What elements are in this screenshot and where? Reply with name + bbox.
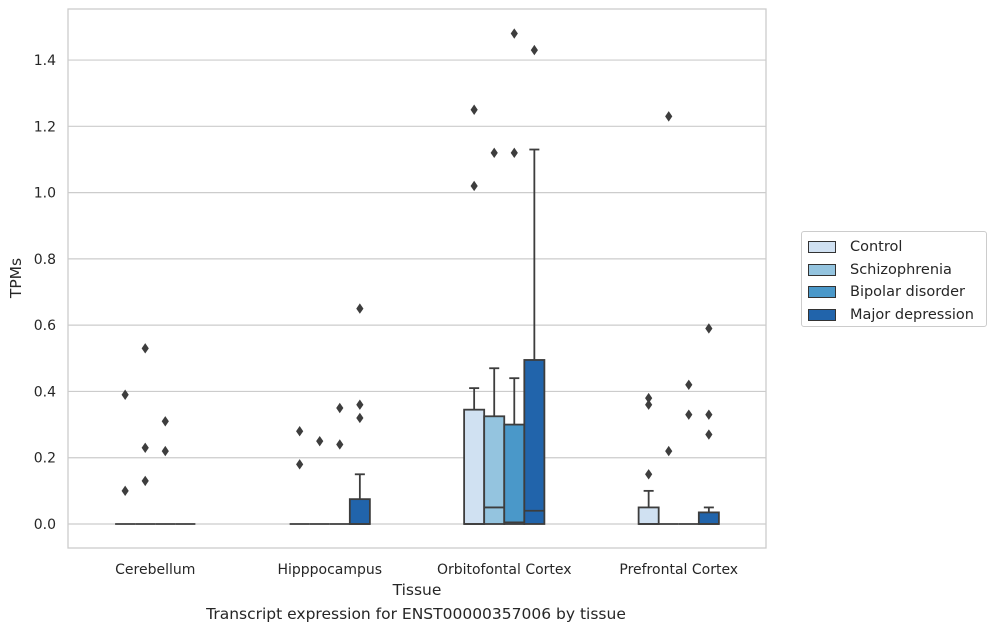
legend-label: Major depression — [850, 306, 974, 323]
box-body — [637, 506, 660, 525]
legend-label: Schizophrenia — [850, 261, 952, 278]
legend-swatch — [808, 286, 836, 299]
box-schizophrenia — [483, 147, 506, 525]
box-control — [115, 389, 136, 525]
y-tick-label: 0.8 — [34, 252, 56, 268]
legend-item: Schizophrenia — [808, 259, 986, 282]
y-tick-label: 1.2 — [34, 119, 56, 135]
outlier-point — [336, 402, 344, 414]
box-schizophrenia — [658, 111, 679, 525]
box-schizophrenia — [309, 435, 330, 525]
outlier-point — [141, 442, 149, 453]
legend-swatch — [808, 308, 836, 321]
outlier-point — [490, 147, 498, 159]
y-axis-ticks: 0.0 0.2 0.4 0.6 0.8 1.0 1.2 1.4 — [34, 53, 56, 533]
outlier-point — [161, 416, 169, 427]
x-axis-label: Tissue — [392, 581, 442, 599]
outlier-point — [356, 399, 364, 410]
y-tick-label: 1.4 — [34, 53, 56, 69]
outlier-point — [161, 445, 169, 457]
outlier-point — [705, 429, 713, 440]
outlier-point — [141, 475, 149, 487]
legend-label: Control — [850, 239, 903, 256]
y-tick-label: 1.0 — [34, 186, 56, 202]
box-major-depression — [348, 303, 371, 525]
x-tick-label: Prefrontal Cortex — [619, 562, 738, 578]
figure-caption: Transcript expression for ENST0000035700… — [206, 605, 626, 623]
legend-swatch — [808, 263, 836, 276]
outlier-point — [336, 439, 344, 450]
outlier-point — [665, 111, 673, 122]
box-body — [523, 359, 546, 525]
box-major-depression — [523, 44, 546, 525]
box-control — [637, 392, 660, 525]
x-tick-label: Cerebellum — [115, 562, 195, 578]
legend-swatch — [808, 241, 836, 254]
outlier-point — [121, 485, 129, 497]
y-axis-label: TPMs — [7, 258, 25, 299]
box-bipolar-disorder — [503, 28, 526, 525]
outlier-point — [470, 104, 478, 115]
outlier-point — [141, 343, 149, 354]
outlier-point — [645, 392, 653, 404]
box-body — [463, 408, 486, 525]
outlier-point — [685, 379, 693, 391]
outlier-point — [121, 389, 129, 400]
outlier-point — [530, 44, 538, 56]
gridlines — [68, 59, 766, 525]
x-tick-label: Hipppocampus — [277, 562, 382, 578]
box-body — [503, 423, 526, 525]
outlier-point — [356, 303, 364, 314]
outlier-point — [645, 399, 653, 410]
legend-item: Major depression — [808, 304, 986, 327]
outlier-point — [470, 180, 478, 192]
box-control — [289, 426, 310, 525]
outlier-point — [356, 412, 364, 424]
y-tick-label: 0.6 — [34, 318, 56, 334]
plot-frame — [67, 8, 767, 549]
box-bipolar-disorder — [678, 379, 699, 525]
legend-item: Bipolar disorder — [808, 281, 986, 304]
box-body — [348, 498, 371, 525]
outlier-point — [665, 445, 673, 457]
x-tick-label: Orbitofontal Cortex — [437, 562, 572, 578]
y-tick-label: 0.2 — [34, 451, 56, 467]
outlier-point — [645, 469, 653, 480]
outlier-point — [510, 147, 518, 159]
box-schizophrenia — [135, 343, 156, 525]
outlier-point — [705, 323, 713, 334]
legend-label: Bipolar disorder — [850, 284, 965, 301]
box-bipolar-disorder — [155, 416, 176, 525]
outlier-point — [296, 426, 304, 437]
outlier-point — [685, 409, 693, 420]
legend-item: Control — [808, 236, 986, 259]
x-axis-ticks: Cerebellum Hipppocampus Orbitofontal Corte… — [115, 562, 738, 578]
outlier-point — [705, 409, 713, 420]
box-bipolar-disorder — [329, 402, 350, 525]
box-major-depression — [697, 323, 720, 525]
outlier-point — [296, 459, 304, 470]
box-control — [463, 104, 486, 525]
box-body — [697, 511, 720, 525]
box-plot-marks — [115, 28, 720, 525]
y-tick-label: 0.0 — [34, 517, 56, 533]
outlier-point — [316, 435, 324, 447]
outlier-point — [510, 28, 518, 39]
legend: Control Schizophrenia Bipolar disorder Majo… — [801, 231, 987, 327]
y-tick-label: 0.4 — [34, 384, 56, 400]
